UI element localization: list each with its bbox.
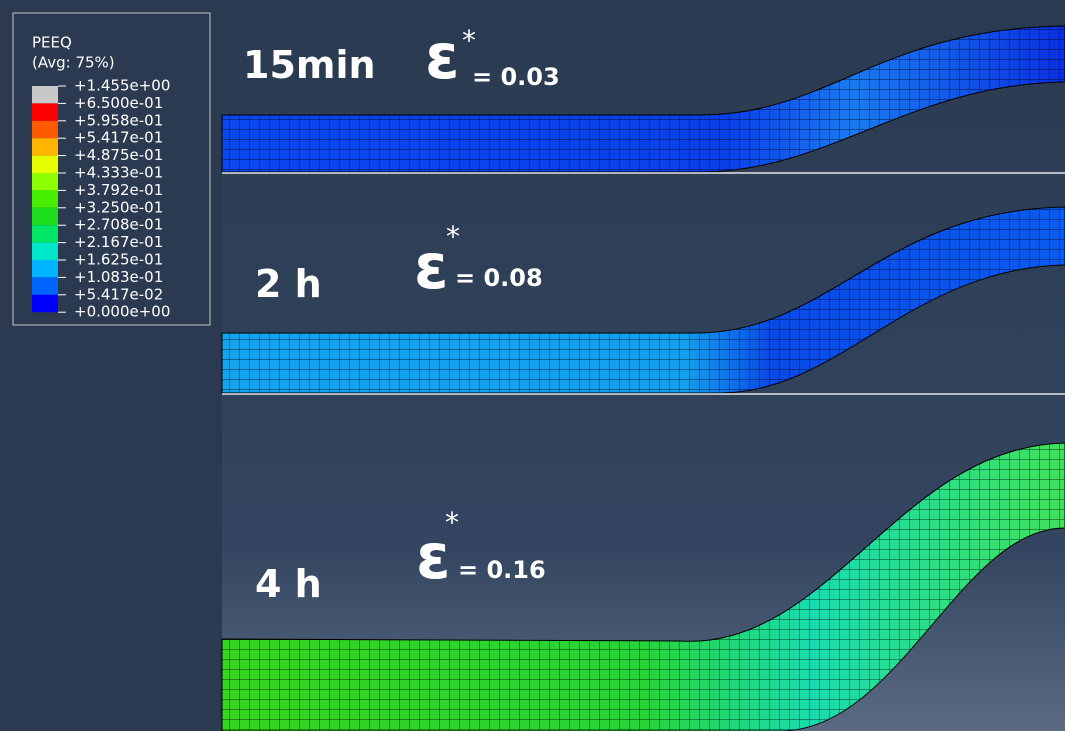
time-label: 15min xyxy=(243,43,376,87)
legend-title: PEEQ xyxy=(32,34,72,52)
strain-superscript: * xyxy=(445,506,459,539)
legend-label: +4.875e-01 xyxy=(74,146,163,164)
legend-label: +2.167e-01 xyxy=(74,233,163,251)
legend-subtitle: (Avg: 75%) xyxy=(32,54,115,72)
strain-value: = 0.16 xyxy=(458,556,546,584)
legend-swatch xyxy=(32,260,58,278)
legend: PEEQ (Avg: 75%) +1.455e+00+6.500e-01+5.9… xyxy=(12,12,211,326)
strain-value: = 0.08 xyxy=(455,264,543,292)
model-2h xyxy=(221,206,1065,395)
strain-superscript: * xyxy=(446,220,460,253)
legend-swatch xyxy=(32,277,58,295)
legend-label: +2.708e-01 xyxy=(74,216,163,234)
legend-label: +6.500e-01 xyxy=(74,94,163,112)
time-label: 4 h xyxy=(255,562,322,606)
legend-swatch xyxy=(32,207,58,226)
legend-label: +5.417e-02 xyxy=(74,285,163,303)
model-15min xyxy=(221,25,1065,174)
legend-label: +1.083e-01 xyxy=(74,268,163,286)
legend-label: +0.000e+00 xyxy=(74,303,170,321)
labels: 15min ε * = 0.03 2 h ε * = 0.08 4 h ε * … xyxy=(243,20,560,606)
legend-swatch xyxy=(32,138,58,156)
legend-label: +3.250e-01 xyxy=(74,198,163,216)
legend-swatch xyxy=(32,173,58,191)
legend-swatch xyxy=(32,225,58,243)
strain-value: = 0.03 xyxy=(472,63,560,91)
legend-swatch xyxy=(32,242,58,260)
legend-swatch xyxy=(32,294,58,313)
mesh-grid xyxy=(221,25,1065,173)
strain-symbol: ε xyxy=(414,230,449,303)
legend-label: +5.958e-01 xyxy=(74,111,163,129)
legend-swatch xyxy=(32,155,58,173)
legend-swatch xyxy=(32,190,58,208)
legend-swatch xyxy=(32,103,58,121)
legend-label: +1.625e-01 xyxy=(74,251,163,269)
strain-symbol: ε xyxy=(425,20,460,93)
time-label: 2 h xyxy=(255,262,322,306)
legend-label: +3.792e-01 xyxy=(74,181,163,199)
legend-label: +1.455e+00 xyxy=(74,77,170,95)
legend-label: +4.333e-01 xyxy=(74,164,163,182)
mesh-grid xyxy=(221,206,1065,394)
strain-symbol: ε xyxy=(416,520,451,593)
strain-superscript: * xyxy=(462,24,476,57)
legend-swatch xyxy=(32,86,58,104)
legend-swatch xyxy=(32,120,58,139)
legend-label: +5.417e-01 xyxy=(74,129,163,147)
